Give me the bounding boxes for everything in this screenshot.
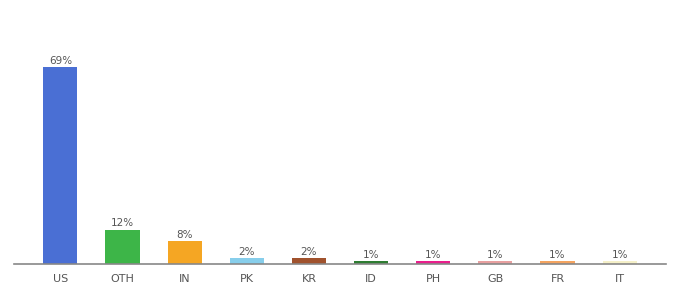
Bar — [478, 261, 513, 264]
Bar — [230, 258, 264, 264]
Text: 1%: 1% — [487, 250, 504, 260]
Text: 69%: 69% — [49, 56, 72, 66]
Text: 12%: 12% — [111, 218, 134, 228]
Bar — [167, 241, 202, 264]
Bar — [602, 261, 636, 264]
Text: 2%: 2% — [301, 247, 317, 257]
Bar — [416, 261, 450, 264]
Text: 1%: 1% — [611, 250, 628, 260]
Bar — [541, 261, 575, 264]
Bar — [44, 67, 78, 264]
Text: 1%: 1% — [363, 250, 379, 260]
Bar — [354, 261, 388, 264]
Text: 1%: 1% — [549, 250, 566, 260]
Bar — [105, 230, 139, 264]
Text: 8%: 8% — [176, 230, 193, 240]
Bar — [292, 258, 326, 264]
Text: 2%: 2% — [239, 247, 255, 257]
Text: 1%: 1% — [425, 250, 441, 260]
